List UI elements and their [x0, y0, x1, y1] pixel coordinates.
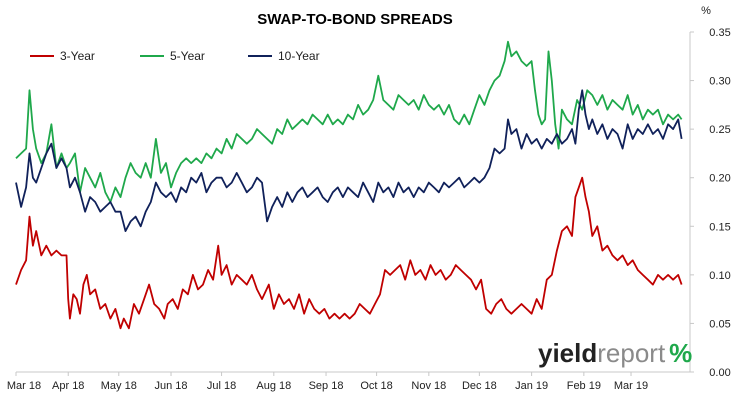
series-group	[15, 40, 683, 330]
watermark-logo: yieldreport%	[538, 338, 692, 368]
x-tick-label: Jan 19	[515, 380, 548, 392]
y-tick-label: 0.10	[709, 270, 730, 282]
watermark-percent: %	[669, 338, 692, 368]
y-unit-label: %	[701, 5, 711, 17]
y-tick-label: 0.30	[709, 76, 730, 88]
y-tick-label: 0.25	[709, 124, 730, 136]
y-tick-label: 0.20	[709, 173, 730, 185]
x-tick-label: Oct 18	[360, 380, 392, 392]
y-tick-label: 0.00	[709, 367, 730, 379]
x-tick-label: May 18	[101, 380, 137, 392]
legend-label-5-year: 5-Year	[170, 49, 205, 63]
legend-label-10-year: 10-Year	[278, 49, 320, 63]
series-line-10-year	[15, 89, 683, 233]
x-tick-label: Apr 18	[52, 380, 84, 392]
chart-title: SWAP-TO-BOND SPREADS	[257, 11, 453, 28]
x-tick-label: Mar 19	[614, 380, 648, 392]
y-tick-label: 0.15	[709, 221, 730, 233]
watermark-yield: yield	[538, 338, 597, 368]
x-tick-label: Feb 19	[567, 380, 601, 392]
x-tick-label: Jul 18	[207, 380, 236, 392]
x-ticks: Mar 18 Apr 18 May 18 Jun 18 Jul 18 Aug 18 Sep …	[7, 372, 648, 392]
series-line-5-year	[15, 40, 683, 203]
x-tick-label: Jun 18	[155, 380, 188, 392]
watermark-report: report	[597, 338, 666, 368]
y-ticks: 0.00 0.05 0.10 0.15 0.20 0.25 0.30 0.35	[690, 27, 731, 379]
y-tick-label: 0.05	[709, 318, 730, 330]
x-tick-label: Sep 18	[309, 380, 344, 392]
x-tick-label: Dec 18	[462, 380, 497, 392]
legend-label-3-year: 3-Year	[60, 49, 95, 63]
series-line-3-year	[15, 176, 683, 330]
x-tick-label: Nov 18	[411, 380, 446, 392]
legend: 3-Year 5-Year 10-Year	[30, 49, 320, 63]
x-tick-label: Mar 18	[7, 380, 41, 392]
y-tick-label: 0.35	[709, 27, 730, 39]
x-tick-label: Aug 18	[256, 380, 291, 392]
